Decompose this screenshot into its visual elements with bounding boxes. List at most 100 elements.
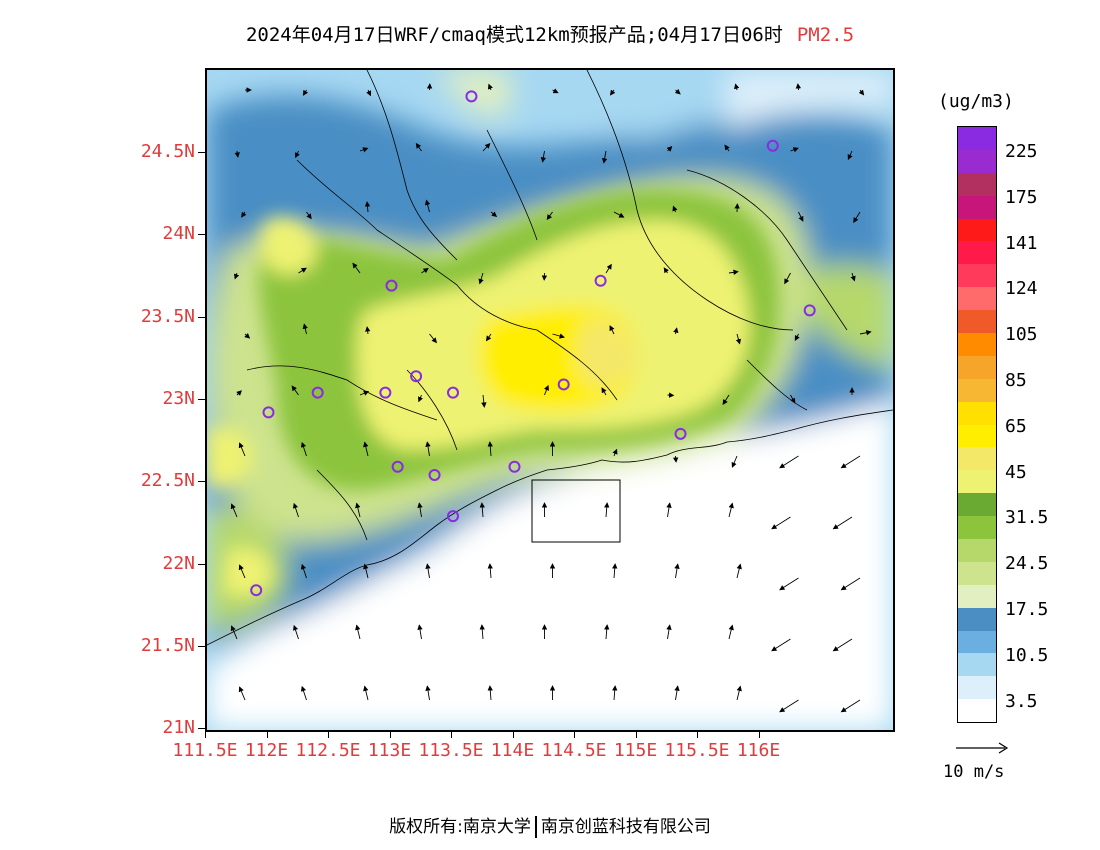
wind-arrow — [238, 442, 246, 457]
legend-swatch — [958, 447, 996, 471]
wind-arrow — [666, 624, 672, 640]
legend-swatch — [958, 516, 996, 540]
wind-arrow — [487, 83, 493, 91]
lon-tick — [574, 731, 575, 738]
lat-label: 23N — [162, 387, 195, 409]
lat-tick — [198, 316, 206, 318]
legend-swatch — [958, 355, 996, 379]
station-marker — [250, 584, 263, 597]
wind-arrow — [552, 333, 565, 339]
lon-label: 114E — [490, 740, 535, 761]
wind-arrow — [728, 269, 739, 276]
wind-arrow — [663, 267, 669, 274]
wind-vectors — [230, 83, 872, 713]
lon-tick — [389, 731, 391, 738]
lon-label: 112E — [244, 740, 289, 761]
copyright-footer: 版权所有:南京大学 南京创蓝科技有限公司 — [0, 812, 1100, 838]
wind-arrow — [352, 262, 361, 274]
coastlines — [207, 70, 893, 646]
wind-arrow — [292, 624, 299, 640]
lon-tick — [512, 731, 514, 738]
wind-arrow — [359, 147, 369, 153]
station-marker — [410, 370, 423, 383]
wind-arrow — [612, 685, 618, 701]
wind-arrow — [612, 563, 618, 579]
wind-arrow — [302, 89, 309, 96]
wind-arrow — [850, 272, 856, 282]
wind-arrow — [798, 211, 804, 222]
wind-arrow — [731, 455, 738, 468]
wind-reference-arrow — [956, 742, 1009, 754]
wind-arrow — [415, 142, 422, 152]
wind-arrow — [424, 199, 431, 213]
boundary-line — [207, 409, 893, 646]
wind-arrow — [552, 88, 559, 94]
wind-arrow — [840, 577, 861, 591]
legend-label: 17.5 — [1005, 599, 1049, 620]
wind-arrow — [779, 699, 799, 713]
station-marker — [766, 139, 779, 152]
wind-arrow — [478, 272, 484, 285]
footer-left: 版权所有:南京大学 — [389, 817, 531, 837]
wind-arrow — [238, 686, 246, 701]
lat-label: 24.5N — [140, 141, 195, 162]
legend-swatch — [958, 378, 996, 402]
station-marker — [428, 468, 441, 481]
wind-arrow — [604, 624, 610, 640]
wind-arrow — [417, 624, 423, 640]
wind-arrow — [298, 267, 307, 274]
lat-label: 22.5N — [140, 470, 195, 492]
lat-label: 24N — [162, 223, 195, 245]
lon-label: 112.5E — [295, 740, 361, 761]
boundary-line — [296, 159, 618, 401]
wind-arrow — [295, 150, 300, 159]
station-marker — [447, 386, 459, 399]
wind-arrow — [302, 323, 308, 335]
wind-arrow — [674, 88, 681, 95]
legend-swatch — [958, 241, 996, 265]
legend-swatch — [958, 699, 996, 723]
wind-arrow — [425, 563, 431, 579]
wind-arrow — [674, 563, 680, 579]
wind-arrow — [674, 685, 680, 701]
legend-swatch — [958, 539, 996, 562]
wind-arrow — [673, 327, 679, 335]
legend-label: 175 — [1005, 186, 1038, 208]
wind-arrow — [601, 387, 607, 396]
legend-label: 45 — [1005, 461, 1027, 483]
wind-arrow — [417, 502, 423, 518]
lon-label: 116E — [736, 740, 781, 761]
wind-arrow — [840, 455, 861, 469]
wind-arrow — [230, 503, 238, 518]
legend-swatch — [958, 607, 996, 631]
boundary-line — [366, 70, 458, 261]
title-variable: PM2.5 — [796, 24, 855, 46]
wind-arrow — [666, 146, 673, 152]
wind-arrow — [613, 211, 625, 218]
station-markers — [250, 90, 816, 597]
legend-swatch — [958, 310, 996, 334]
lon-tick — [635, 731, 637, 738]
legend-swatch — [958, 333, 996, 356]
chart-title: 2024年04月17日WRF/cmaq模式12km预报产品;04月17日06时 P… — [0, 20, 1100, 47]
wind-arrow — [482, 143, 491, 152]
station-marker — [674, 427, 687, 440]
lat-label: 22N — [162, 552, 195, 574]
wind-arrow — [421, 267, 429, 274]
lat-tick — [198, 645, 206, 647]
wind-arrow — [355, 624, 361, 640]
boundary-line — [586, 70, 794, 331]
wind-arrow — [490, 211, 498, 218]
wind-arrow — [771, 516, 791, 530]
wind-arrow — [355, 502, 361, 518]
wind-arrow — [487, 563, 493, 579]
legend-label: 10.5 — [1005, 644, 1049, 666]
wind-arrow — [779, 577, 799, 591]
legend-label: 31.5 — [1005, 507, 1049, 529]
legend-swatch — [958, 470, 996, 494]
wind-arrow — [238, 564, 246, 579]
wind-arrow — [858, 89, 865, 96]
boundary-line — [486, 129, 538, 241]
pm25-map[interactable] — [205, 68, 895, 732]
wind-arrow — [672, 205, 678, 213]
